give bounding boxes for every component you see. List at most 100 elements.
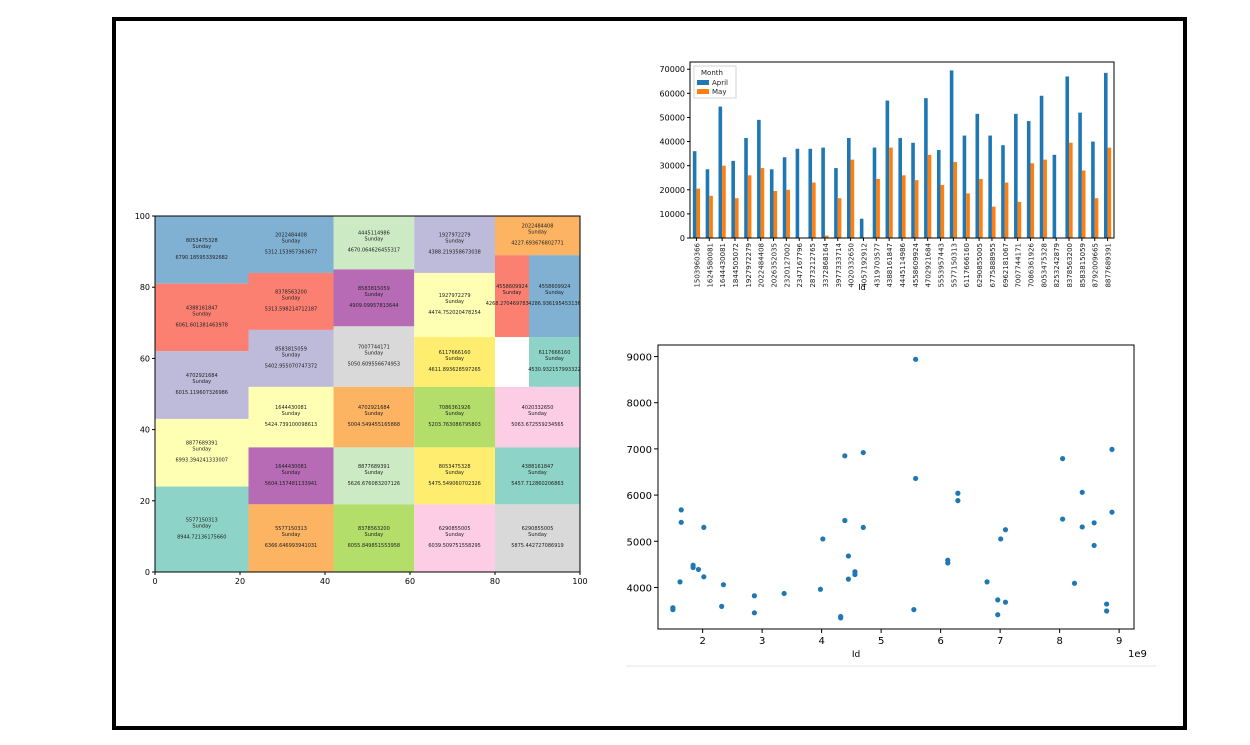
- treemap-cell-day: Sunday: [545, 290, 564, 296]
- x-tick-label: 2026352035: [771, 243, 779, 288]
- treemap-cell-id: 8378563200: [358, 526, 390, 532]
- y-tick-label: 0: [145, 568, 150, 577]
- x-tick-label: 5: [878, 636, 884, 647]
- treemap-cell-value: 8944.72136175660: [177, 534, 226, 540]
- scatter-point: [1104, 608, 1110, 614]
- treemap-cell-value: 5004.549455165868: [348, 422, 401, 428]
- bar-may: [953, 162, 957, 238]
- scatter-point: [838, 615, 844, 621]
- scatter-point: [911, 607, 917, 613]
- treemap-cell-value: 4530.932157993322: [528, 367, 581, 373]
- bar-may: [914, 180, 919, 238]
- treemap-cell: [248, 386, 334, 448]
- treemap-cell-day: Sunday: [365, 237, 384, 243]
- bar-may: [747, 175, 752, 238]
- scatter-point: [1071, 580, 1078, 586]
- treemap-cell-day: Sunday: [445, 532, 464, 538]
- bar-april: [769, 169, 774, 238]
- treemap-cell-day: Sunday: [365, 351, 384, 357]
- scatter-point: [820, 536, 826, 542]
- treemap-cell-id: 6290855005: [522, 526, 554, 532]
- treemap-cell: [414, 216, 495, 273]
- treemap-cell-day: Sunday: [192, 244, 211, 250]
- scatter-point: [845, 576, 851, 582]
- scatter-point: [913, 475, 919, 482]
- x-tick-label: 100: [572, 577, 587, 586]
- treemap-cell: [248, 329, 334, 387]
- treemap-cell-day: Sunday: [365, 411, 384, 417]
- y-tick-label: 60: [140, 354, 150, 363]
- bar-april: [808, 148, 813, 238]
- bar-may: [734, 198, 739, 238]
- scatter-point: [995, 597, 1001, 603]
- scatter-point: [1060, 516, 1066, 522]
- treemap-cell-day: Sunday: [445, 299, 464, 305]
- treemap-cell-value: 4474.752020478254: [428, 310, 481, 316]
- treemap-cell: [529, 255, 580, 338]
- treemap-cell: [495, 504, 580, 572]
- treemap-cell-id: 8877689391: [186, 441, 218, 447]
- y-tick-label: 20: [140, 497, 150, 506]
- bar-april: [924, 98, 928, 238]
- treemap-cell-id: 6117666160: [539, 350, 571, 356]
- bar-may: [927, 154, 932, 238]
- treemap-cell: [414, 504, 495, 572]
- treemap-cell: [248, 272, 334, 330]
- scatter-point: [1109, 446, 1115, 452]
- y-tick-label: 100: [135, 212, 150, 221]
- bar-may: [979, 178, 983, 238]
- treemap-cell: [155, 216, 249, 284]
- treemap-cell: [155, 351, 249, 419]
- bar-april: [718, 106, 723, 238]
- treemap-cell-id: 4558609924: [496, 284, 528, 290]
- treemap-cell: [495, 386, 580, 448]
- treemap-cell-day: Sunday: [528, 230, 547, 236]
- treemap-cell-id: 4388161847: [522, 464, 554, 470]
- bar-april: [834, 168, 838, 238]
- y-tick-label: 40000: [660, 138, 685, 147]
- x-offset-label: 1e9: [1128, 649, 1147, 660]
- x-tick-label: 5553957443: [938, 243, 946, 288]
- treemap-cell: [414, 386, 495, 448]
- bar-april: [1052, 154, 1057, 238]
- x-tick-label: 7086361926: [1027, 242, 1035, 287]
- treemap-cell-id: 4558609924: [539, 284, 571, 290]
- treemap-cell-value: 4388.219358673038: [428, 249, 481, 255]
- bar-april: [898, 137, 902, 238]
- bar-april: [975, 113, 980, 238]
- bar-may: [1094, 198, 1099, 238]
- bar-may: [1017, 201, 1022, 238]
- treemap-cell-id: 8583815059: [358, 286, 390, 292]
- x-tick-label: 0: [152, 577, 157, 586]
- bar-april: [1065, 76, 1070, 238]
- treemap-cell-day: Sunday: [192, 311, 211, 317]
- scatter-point: [955, 490, 961, 496]
- scatter-axes-frame: [657, 344, 1135, 630]
- scatter-point: [695, 566, 702, 573]
- treemap-cell-value: 5626.676083207126: [348, 481, 401, 487]
- scatter-chart: 2 3 4 5 6 7 8 9 4000 5000 6000 7000 8000 9000 Id 1e9: [626, 344, 1156, 667]
- bar-may: [966, 193, 970, 238]
- scatter-point: [1079, 489, 1085, 495]
- treemap-cell-day: Sunday: [282, 411, 301, 417]
- treemap-cell-value: 6015.119607326986: [176, 390, 229, 396]
- x-tick-label: 6117666160: [963, 243, 971, 288]
- bar-may: [786, 189, 790, 238]
- treemap-cell-value: 6366.646993941031: [265, 543, 318, 549]
- bar-may: [991, 206, 996, 238]
- treemap-cell-day: Sunday: [445, 238, 464, 244]
- treemap-chart: 8053475328Sunday6790.1859533926824388161…: [135, 212, 588, 586]
- bar-may: [889, 147, 893, 238]
- x-tick-label: 40: [320, 577, 330, 586]
- treemap-cell-value: 4227.693676802771: [511, 241, 564, 247]
- x-tick-label: 3: [759, 636, 765, 647]
- bar-may: [722, 165, 726, 238]
- treemap-cell: [248, 216, 334, 273]
- scatter-point: [701, 574, 707, 580]
- x-tick-label: 8378563200: [1066, 243, 1074, 288]
- x-tick-label: 6: [937, 636, 943, 647]
- treemap-cell-value: 5402.955070747372: [265, 363, 318, 369]
- treemap-cell-value: 6039.509751558295: [428, 543, 481, 549]
- treemap-cell-day: Sunday: [528, 470, 547, 476]
- scatter-point: [984, 579, 990, 585]
